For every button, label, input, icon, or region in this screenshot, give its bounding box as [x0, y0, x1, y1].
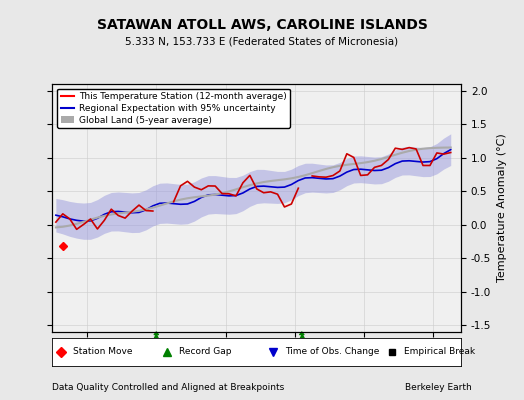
Text: ▲: ▲ [298, 332, 306, 342]
Text: 5.333 N, 153.733 E (Federated States of Micronesia): 5.333 N, 153.733 E (Federated States of … [125, 36, 399, 46]
Text: Data Quality Controlled and Aligned at Breakpoints: Data Quality Controlled and Aligned at B… [52, 383, 285, 392]
Text: Station Move: Station Move [73, 348, 133, 356]
Text: SATAWAN ATOLL AWS, CAROLINE ISLANDS: SATAWAN ATOLL AWS, CAROLINE ISLANDS [96, 18, 428, 32]
Y-axis label: Temperature Anomaly (°C): Temperature Anomaly (°C) [497, 134, 507, 282]
Text: Time of Obs. Change: Time of Obs. Change [286, 348, 380, 356]
Legend: This Temperature Station (12-month average), Regional Expectation with 95% uncer: This Temperature Station (12-month avera… [57, 88, 290, 128]
Text: Record Gap: Record Gap [179, 348, 232, 356]
Text: ▲: ▲ [152, 332, 160, 342]
Text: Empirical Break: Empirical Break [404, 348, 475, 356]
Text: Berkeley Earth: Berkeley Earth [405, 383, 472, 392]
